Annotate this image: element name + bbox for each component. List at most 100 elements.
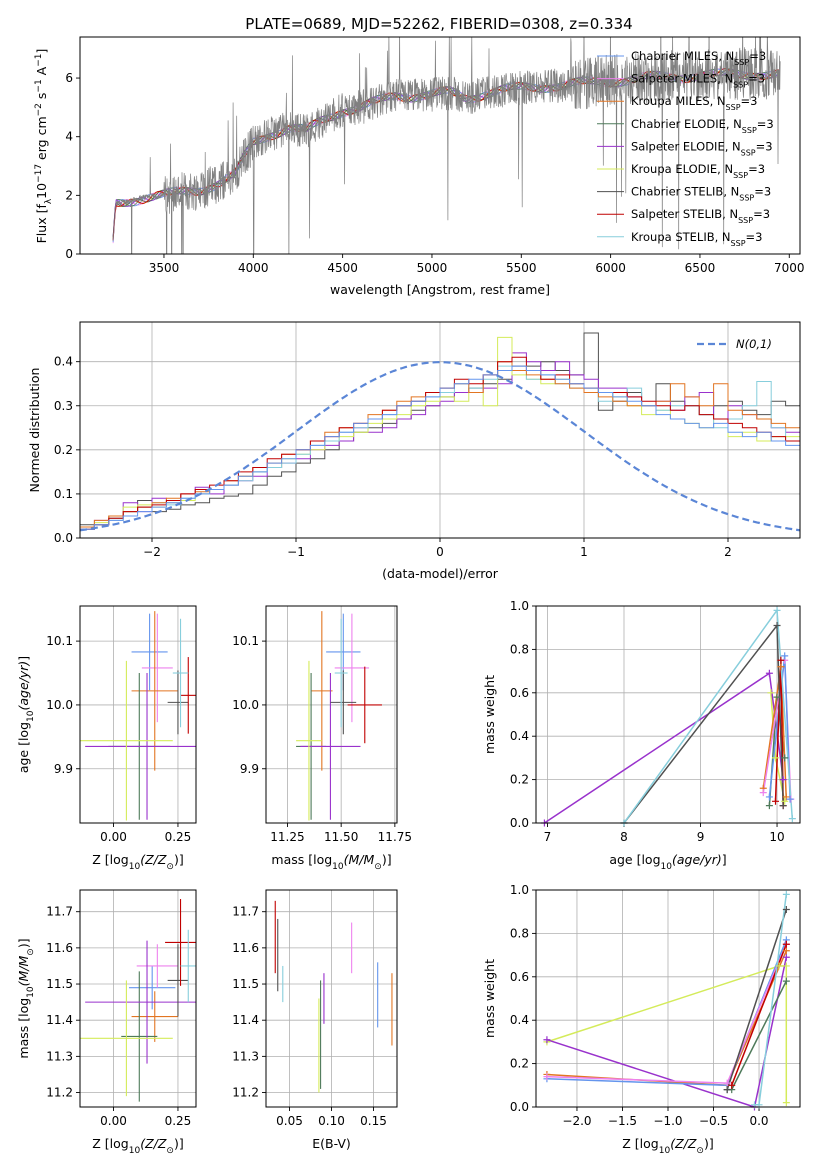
axis-label-math: (Z/Z xyxy=(140,1136,167,1151)
z-vs-age-xtick-label: 0.25 xyxy=(165,830,192,844)
z-vs-age-ytick-label: 10.0 xyxy=(46,698,73,712)
legend-entry: Salpeter MILES, NSSP=3 xyxy=(631,72,765,90)
spectrum-xtick-label: 5500 xyxy=(506,261,537,275)
z-vs-age-ylabel: age [log10(age/yr)] xyxy=(16,656,36,773)
residuals-xtick-label: 0 xyxy=(436,545,444,559)
histogram-step-line xyxy=(80,365,800,530)
axis-label-suffix: )] xyxy=(704,1136,714,1151)
weight-line xyxy=(546,957,788,1107)
weight-marker xyxy=(781,797,789,805)
ebv-vs-mass-ytick-label: 11.2 xyxy=(232,1086,259,1100)
ebv-vs-mass-axes: 0.05 0.10 0.15 11.2 11.3 11.4 11.5 11.6 11.7 E(B-… xyxy=(232,889,398,1151)
z-vs-mass-xlabel: Z [log10(Z/Z⊙)] xyxy=(92,1136,183,1156)
weight-marker xyxy=(779,776,787,784)
residuals-frame xyxy=(79,321,801,539)
ebv-vs-mass-xtick-label: 0.05 xyxy=(276,1114,303,1128)
axis-label-subscript: 10 xyxy=(332,862,344,872)
legend-suffix: =3 xyxy=(748,72,765,86)
axis-label-prefix: age [log xyxy=(16,722,31,773)
axis-label-math: (M/M xyxy=(16,956,31,987)
weight-marker xyxy=(773,693,781,701)
residuals-xlabel: (data-model)/error xyxy=(382,566,499,581)
ebv-vs-mass-xtick-label: 0.15 xyxy=(360,1114,387,1128)
z-weights-xtick-label: 0.0 xyxy=(749,1114,768,1128)
figure-title: PLATE=0689, MJD=52262, FIBERID=0308, z=0… xyxy=(245,15,632,33)
axis-label-math: (M/M xyxy=(344,852,375,867)
z-vs-mass-ytick-label: 11.4 xyxy=(46,1013,73,1027)
residuals-ylabel: Normed distribution xyxy=(27,368,42,493)
legend-suffix: =3 xyxy=(754,185,771,199)
spectrum-xtick-label: 5000 xyxy=(417,261,448,275)
legend-entry: Chabrier MILES, NSSP=3 xyxy=(631,49,766,67)
weight-marker xyxy=(772,797,780,805)
z-weights-xtick-label: −1.5 xyxy=(608,1114,637,1128)
solar-symbol: ⊙ xyxy=(166,862,174,872)
residuals-axes: −2 −1 0 1 2 0.0 0.1 0.2 0.3 0.4 (data-model)/error… xyxy=(27,321,801,581)
legend-label: Chabrier ELODIE, N xyxy=(631,117,742,131)
z-vs-age-xlabel: Z [log10(Z/Z⊙)] xyxy=(92,852,183,872)
weight-marker xyxy=(782,890,790,898)
weight-marker xyxy=(723,1086,731,1094)
residuals-xtick-label: 2 xyxy=(724,545,732,559)
mass-vs-age-ytick-label: 10.1 xyxy=(232,634,259,648)
spectrum-xlabel: wavelength [Angstrom, rest frame] xyxy=(330,282,550,297)
weight-marker xyxy=(782,962,790,970)
ebv-vs-mass-xlabel: E(B-V) xyxy=(312,1136,351,1151)
residuals-ytick-label: 0.1 xyxy=(54,487,73,501)
spectrum-ytick-label: 4 xyxy=(65,130,73,144)
z-vs-mass-ytick-label: 11.5 xyxy=(46,977,73,991)
z-vs-age-plot-area xyxy=(80,611,196,821)
residuals-xtick-label: −2 xyxy=(143,545,161,559)
z-vs-age-ytick-label: 10.1 xyxy=(46,634,73,648)
z-vs-mass-ylabel: mass [log10(M/M⊙)] xyxy=(16,938,36,1058)
z-weights-ytick-label: 0.2 xyxy=(510,1057,529,1071)
z-weights-axes: −2.0 −1.5 −1.0 −0.5 0.0 0.0 0.2 0.4 0.6 0.8 1.0 Z [… xyxy=(482,883,801,1156)
spectrum-ylabel-part: ] xyxy=(34,49,49,54)
ebv-vs-mass-ytick-label: 11.5 xyxy=(232,977,259,991)
z-weights-ytick-label: 0.0 xyxy=(510,1100,529,1114)
legend-label: Kroupa ELODIE, N xyxy=(631,162,733,176)
spectrum-ytick-label: 6 xyxy=(65,71,73,85)
axis-label-math: (Z/Z xyxy=(140,852,167,867)
residuals-ytick-label: 0.4 xyxy=(54,355,73,369)
spectrum-xtick-label: 7000 xyxy=(774,261,805,275)
age-weights-xtick-label: 10 xyxy=(769,830,784,844)
spectrum-ylabel-part: erg cm xyxy=(34,116,49,164)
spectrum-ylabel-part: s xyxy=(34,93,49,104)
axis-label-prefix: mass [log xyxy=(16,998,31,1059)
weight-marker xyxy=(765,793,773,801)
weight-marker xyxy=(782,947,790,955)
axis-label-prefix: Z [log xyxy=(622,1136,658,1151)
legend-subscript: SSP xyxy=(733,171,748,180)
spectrum-ylabel: Flux [fλ10−17 erg cm−2 s−1 A−1] xyxy=(34,49,54,244)
legend-subscript: SSP xyxy=(741,148,756,157)
weight-marker xyxy=(781,652,789,660)
axis-label-math: (Z/Z xyxy=(670,1136,697,1151)
legend-entry: Chabrier STELIB, NSSP=3 xyxy=(631,185,771,203)
mass-vs-age-xtick-label: 11.50 xyxy=(324,830,358,844)
weight-marker xyxy=(782,1099,790,1107)
normal-legend-label: N(0,1) xyxy=(736,337,772,351)
weight-marker xyxy=(782,793,790,801)
ebv-vs-mass-ytick-label: 11.7 xyxy=(232,905,259,919)
weight-marker xyxy=(772,754,780,762)
spectrum-axes: 3500 4000 4500 5000 5500 6000 6500 7000 0 2 4 6 wave… xyxy=(34,36,805,297)
weight-marker xyxy=(786,795,794,803)
spectrum-legend: Chabrier MILES, NSSP=3 Salpeter MILES, NS… xyxy=(597,49,774,247)
weight-marker xyxy=(723,1079,731,1087)
weight-marker xyxy=(543,1073,551,1081)
spectrum-ylabel-part: 10 xyxy=(34,183,49,199)
axis-label-suffix: ] xyxy=(722,852,727,867)
z-vs-age-xtick-label: 0.00 xyxy=(100,830,127,844)
legend-suffix: =3 xyxy=(741,94,758,108)
mass-vs-age-axes: 11.25 11.50 11.75 9.9 10.0 10.1 mass [log10(M/… xyxy=(232,605,412,872)
legend-suffix: =3 xyxy=(753,207,770,221)
z-vs-mass-ytick-label: 11.2 xyxy=(46,1086,73,1100)
axis-label-subscript: 10 xyxy=(26,710,36,722)
legend-label: Kroupa STELIB, N xyxy=(631,230,731,244)
weight-marker xyxy=(773,622,781,630)
axis-label-math: (age/yr) xyxy=(672,852,722,867)
weight-marker xyxy=(782,940,790,948)
legend-suffix: =3 xyxy=(748,162,765,176)
